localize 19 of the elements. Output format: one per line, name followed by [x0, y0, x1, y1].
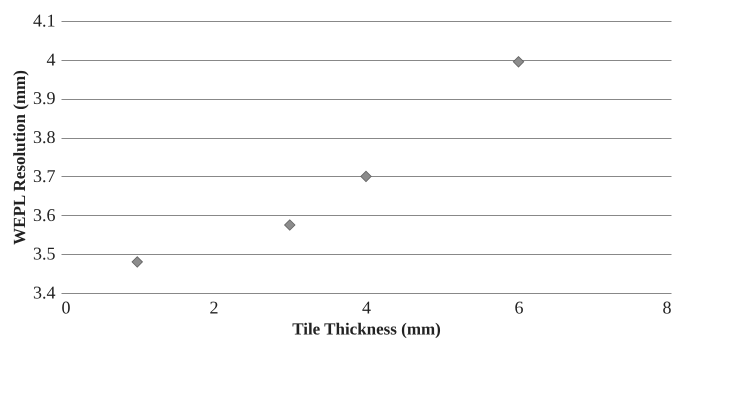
x-tick-label: 6 [514, 298, 524, 318]
y-tick-label: 3.5 [33, 244, 56, 264]
y-tick-label: 3.4 [33, 282, 56, 302]
point [360, 170, 372, 182]
x-tick-label: 2 [210, 298, 218, 318]
y-tick-label: 3.7 [33, 166, 56, 186]
x-tick-label: 4 [362, 298, 371, 318]
y-tick-label: 3.8 [33, 127, 56, 148]
x-tick-label: 8 [662, 298, 672, 318]
point [132, 256, 143, 268]
y-tick-label: 4 [46, 49, 56, 70]
x-tick-label: 0 [62, 298, 70, 318]
x-axis-title: Tile Thickness (mm) [292, 320, 441, 338]
y-tick-label: 3.6 [33, 204, 56, 225]
point [512, 56, 524, 68]
y-tick-label: 4.1 [33, 10, 56, 30]
y-axis-title: WEPL Resolution (mm) [10, 70, 29, 245]
point [284, 219, 296, 231]
y-tick-label: 3.9 [33, 88, 56, 108]
